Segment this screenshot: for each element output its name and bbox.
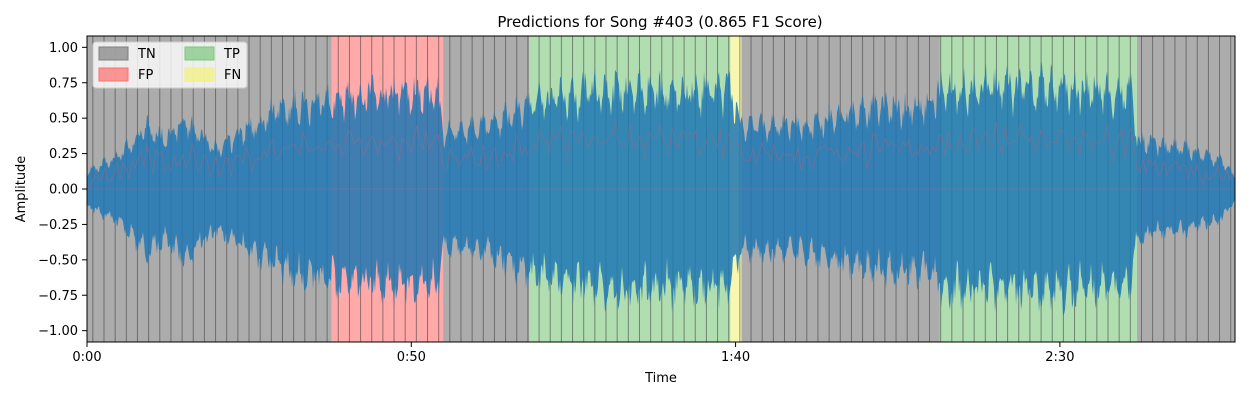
x-tick-label: 2:30 <box>1045 350 1074 365</box>
y-tick-label: 0.00 <box>49 183 78 198</box>
waveform-area <box>87 60 1235 316</box>
legend-label-fp: FP <box>138 68 153 83</box>
y-tick-label: −1.00 <box>38 324 78 339</box>
y-tick-label: 1.00 <box>49 41 78 56</box>
x-tick-label: 0:50 <box>397 350 426 365</box>
y-tick-label: −0.75 <box>38 289 78 304</box>
x-tick-label: 1:40 <box>721 350 750 365</box>
legend-label-tp: TP <box>223 47 240 62</box>
legend: TN FP TP FN <box>92 41 248 89</box>
legend-swatch-tp <box>184 46 215 61</box>
waveform-inner-trace <box>87 119 1234 189</box>
y-tick-label: 0.50 <box>49 112 78 127</box>
y-tick-label: 0.25 <box>49 147 78 162</box>
legend-label-tn: TN <box>137 47 156 62</box>
chart-title: Predictions for Song #403 (0.865 F1 Scor… <box>497 13 822 31</box>
y-tick-label: 0.75 <box>49 76 78 91</box>
legend-swatch-tn <box>98 46 129 61</box>
y-axis-label: Amplitude <box>14 156 29 223</box>
x-tick-label: 0:00 <box>72 350 101 365</box>
legend-swatch-fp <box>98 67 129 82</box>
y-tick-label: −0.50 <box>38 253 78 268</box>
y-tick-label: −0.25 <box>38 218 78 233</box>
x-axis-label: Time <box>644 371 677 386</box>
legend-swatch-fn <box>184 67 215 82</box>
legend-label-fn: FN <box>224 68 241 83</box>
